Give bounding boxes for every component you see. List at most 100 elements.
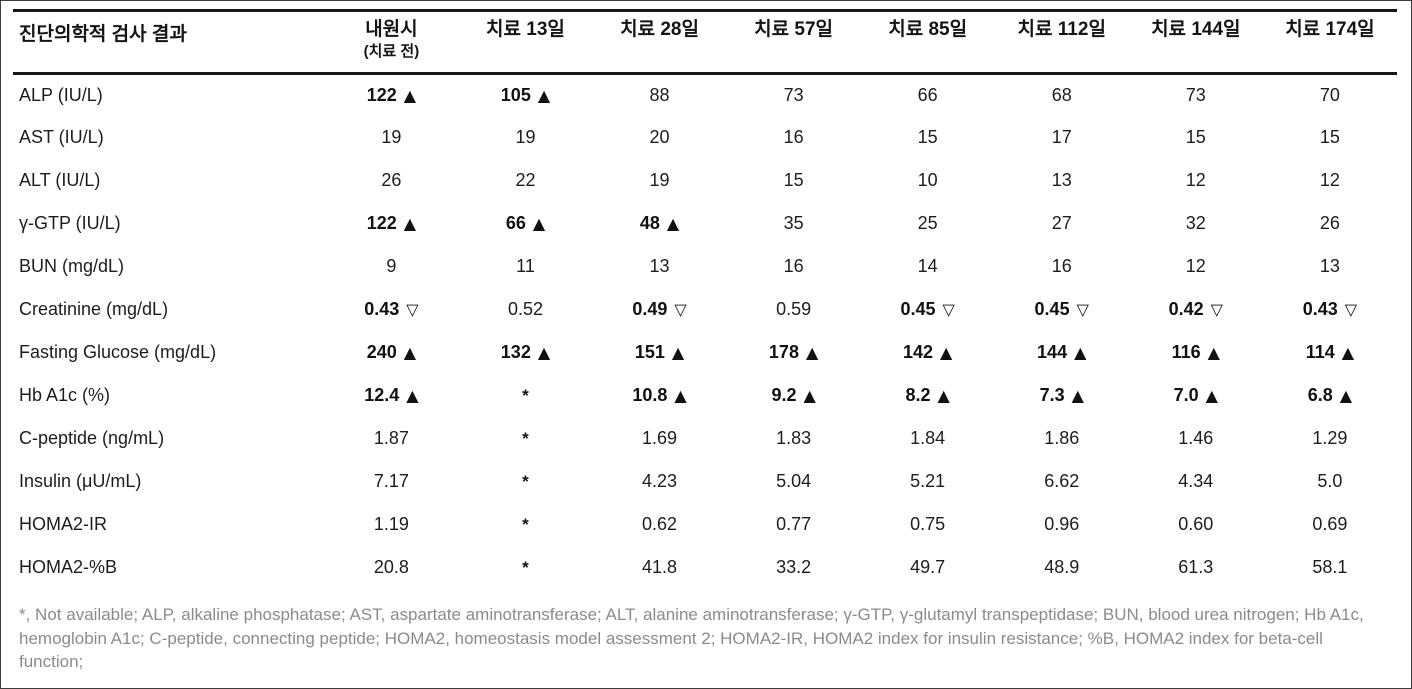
value-cell: 1.46 (1129, 417, 1263, 460)
cell-value: 14 (917, 256, 938, 277)
value-cell: 1.19 (324, 503, 458, 546)
value-cell: 0.59 (727, 288, 861, 331)
table-row: Insulin (μU/mL) 7.17 * 4.23 5.04 5.21 6.62 4.34… (13, 460, 1397, 503)
value-cell: 11 (458, 245, 592, 288)
value-cell: 15 (1263, 116, 1397, 159)
cell-value: 66 (505, 213, 526, 234)
up-triangle-icon: ▲ (940, 343, 953, 363)
cell-value: 7.0 (1173, 385, 1199, 406)
row-label: AST (IU/L) (19, 127, 104, 148)
value-cell: 12.4 ▲ (324, 374, 458, 417)
column-header: 치료 112일 (994, 10, 1129, 75)
cell-value: 68 (1051, 84, 1072, 105)
value-cell: 13 (593, 245, 727, 288)
table-row: γ-GTP (IU/L) 122 ▲ 66 ▲ 48 ▲ 35 25 27 32 26 (13, 202, 1397, 245)
cell-value: 5.04 (776, 471, 812, 492)
up-triangle-icon: ▲ (1074, 343, 1087, 363)
value-cell: 12 (1263, 159, 1397, 202)
cell-value: 48.9 (1044, 557, 1080, 578)
cell-value: 10 (917, 170, 938, 191)
cell-value: 0.77 (776, 514, 812, 535)
up-triangle-icon: ▲ (537, 85, 551, 105)
cell-value: 58.1 (1312, 557, 1348, 578)
value-cell: 14 (861, 245, 995, 288)
value-cell: 20.8 (324, 546, 458, 589)
value-cell: 142 ▲ (861, 331, 995, 374)
cell-value: 5.0 (1317, 471, 1343, 492)
table-row: Hb A1c (%) 12.4 ▲ * 10.8 ▲ 9.2 ▲ 8.2 ▲ 7.3 ▲ 7.0 ▲ 6.8… (13, 374, 1397, 417)
cell-value: 0.75 (910, 514, 946, 535)
cell-value: 66 (917, 84, 938, 105)
cell-value: 7.3 (1039, 385, 1065, 406)
cell-value: 6.8 (1307, 385, 1333, 406)
row-label: Hb A1c (%) (19, 385, 111, 406)
column-header-label: 치료 85일 (888, 19, 968, 40)
down-triangle-icon: ▽ (1344, 300, 1358, 320)
value-cell: 1.83 (727, 417, 861, 460)
value-cell: * (458, 546, 592, 589)
row-label: ALP (IU/L) (19, 84, 103, 105)
value-cell: 19 (458, 116, 592, 159)
not-available-asterisk: * (522, 386, 529, 406)
row-label: Insulin (μU/mL) (19, 471, 142, 492)
value-cell: 10.8 ▲ (593, 374, 727, 417)
value-cell: 16 (995, 245, 1129, 288)
value-cell: * (458, 460, 592, 503)
cell-value: 19 (649, 170, 670, 191)
value-cell: 1.84 (861, 417, 995, 460)
value-cell: 7.17 (324, 460, 458, 503)
row-label: Creatinine (mg/dL) (19, 299, 169, 320)
table-row: ALP (IU/L) 122 ▲ 105 ▲ 88 73 66 68 73 70 (13, 73, 1397, 116)
cell-value: 13 (1319, 256, 1340, 277)
value-cell: 58.1 (1263, 546, 1397, 589)
cell-value: 1.29 (1312, 428, 1348, 449)
column-header: 치료 13일 (458, 10, 593, 75)
up-triangle-icon: ▲ (406, 386, 419, 406)
value-cell: 12 (1129, 245, 1263, 288)
value-cell: 66 ▲ (458, 202, 592, 245)
value-cell: 15 (1129, 116, 1263, 159)
value-cell: 41.8 (593, 546, 727, 589)
cell-value: 20 (649, 127, 670, 148)
column-header-label: 치료 57일 (754, 19, 834, 40)
cell-value: 0.42 (1168, 299, 1204, 320)
cell-value: 26 (1319, 213, 1340, 234)
cell-value: 35 (783, 213, 804, 234)
value-cell: * (458, 417, 592, 460)
cell-value: 6.62 (1044, 471, 1080, 492)
row-label: γ-GTP (IU/L) (19, 213, 121, 234)
cell-value: 49.7 (910, 557, 946, 578)
cell-value: 16 (1051, 256, 1072, 277)
table-body: ALP (IU/L) 122 ▲ 105 ▲ 88 73 66 68 73 70 AST (IU/L)… (13, 73, 1397, 589)
cell-value: 12 (1185, 170, 1206, 191)
value-cell: 0.77 (727, 503, 861, 546)
value-cell: 9.2 ▲ (727, 374, 861, 417)
cell-value: 32 (1185, 213, 1206, 234)
up-triangle-icon: ▲ (1341, 343, 1355, 363)
cell-value: 12.4 (364, 385, 400, 406)
value-cell: 5.0 (1263, 460, 1397, 503)
column-header: 치료 85일 (860, 10, 995, 75)
cell-value: 27 (1051, 213, 1072, 234)
cell-value: 0.49 (632, 299, 668, 320)
column-header: 치료 144일 (1128, 10, 1263, 75)
value-cell: 0.45 ▽ (861, 288, 995, 331)
cell-value: 9 (386, 256, 397, 277)
table-title-cell: 진단의학적 검사 결과 (13, 10, 325, 75)
value-cell: 17 (995, 116, 1129, 159)
cell-value: 88 (649, 84, 670, 105)
cell-value: 11 (516, 256, 535, 277)
cell-value: 122 (366, 84, 397, 105)
value-cell: 0.60 (1129, 503, 1263, 546)
cell-value: 1.84 (910, 428, 946, 449)
row-label: C-peptide (ng/mL) (19, 428, 165, 449)
cell-value: 5.21 (910, 471, 946, 492)
table-row: BUN (mg/dL) 9 11 13 16 14 16 12 13 (13, 245, 1397, 288)
cell-value: 1.46 (1178, 428, 1214, 449)
down-triangle-icon: ▽ (1210, 300, 1223, 320)
cell-value: 144 (1037, 342, 1068, 363)
cell-value: 13 (1051, 170, 1072, 191)
value-cell: 10 (861, 159, 995, 202)
cell-value: 41.8 (642, 557, 678, 578)
value-cell: 6.8 ▲ (1263, 374, 1397, 417)
